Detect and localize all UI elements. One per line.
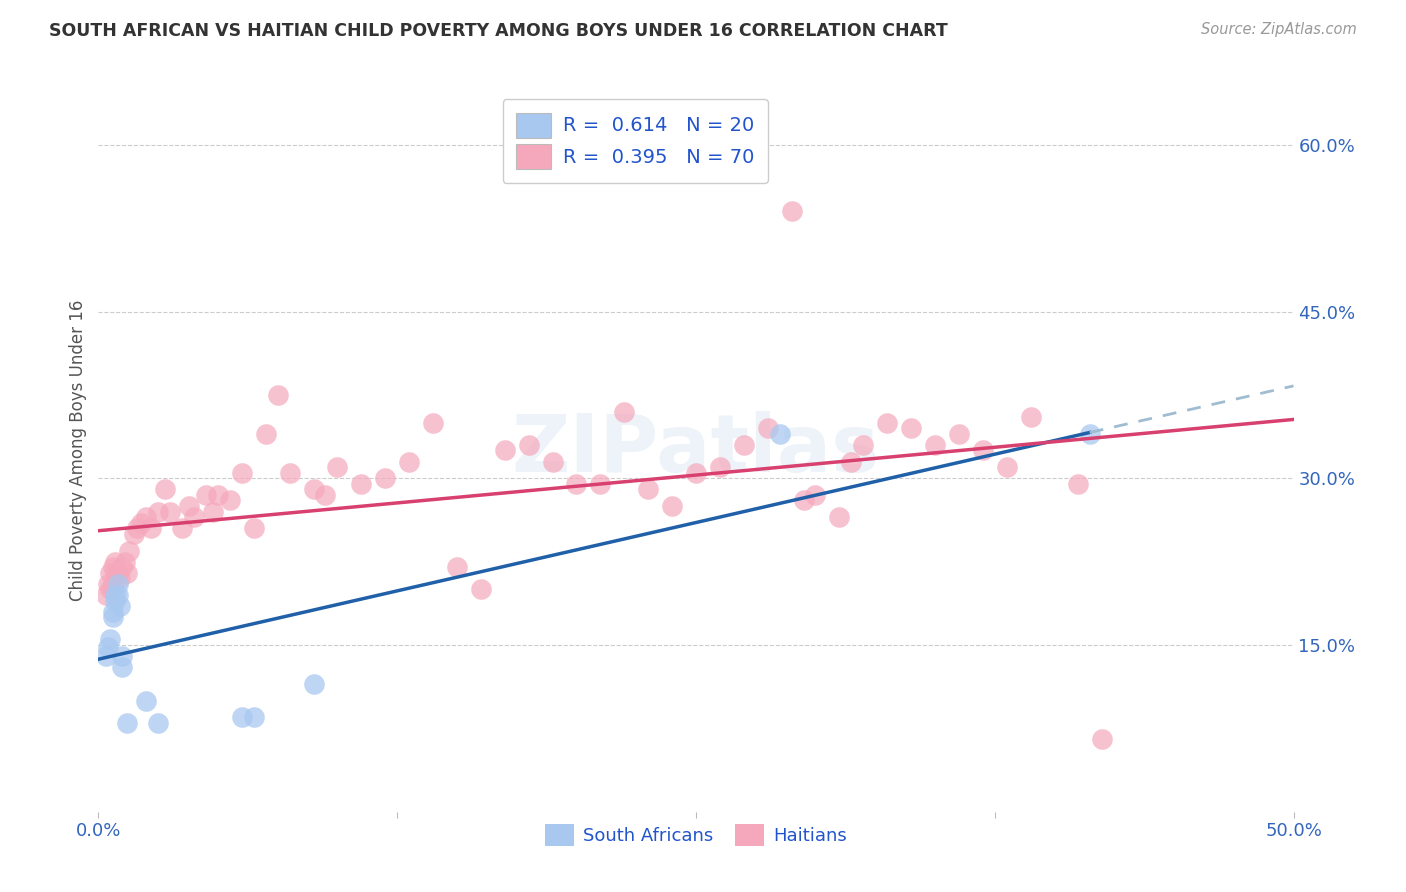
Point bbox=[104, 588, 127, 602]
Point bbox=[108, 599, 131, 613]
Point bbox=[398, 454, 420, 468]
Point bbox=[243, 521, 266, 535]
Point bbox=[661, 499, 683, 513]
Point bbox=[111, 660, 134, 674]
Point bbox=[98, 582, 122, 597]
Point bbox=[995, 460, 1018, 475]
Point bbox=[195, 488, 218, 502]
Point bbox=[104, 555, 127, 569]
Point bbox=[114, 555, 136, 569]
Point bbox=[94, 588, 117, 602]
Point bbox=[541, 454, 564, 468]
Point bbox=[115, 715, 138, 730]
Point bbox=[780, 204, 803, 219]
Point bbox=[131, 516, 153, 530]
Point bbox=[315, 488, 337, 502]
Point bbox=[159, 505, 181, 519]
Point bbox=[183, 510, 205, 524]
Legend: South Africans, Haitians: South Africans, Haitians bbox=[538, 817, 853, 854]
Point bbox=[139, 521, 162, 535]
Point bbox=[115, 566, 138, 580]
Point bbox=[135, 693, 157, 707]
Point bbox=[637, 483, 659, 497]
Point bbox=[97, 577, 120, 591]
Point bbox=[1080, 426, 1102, 441]
Point bbox=[94, 649, 117, 664]
Point bbox=[124, 526, 146, 541]
Point bbox=[243, 710, 266, 724]
Point bbox=[565, 476, 588, 491]
Point bbox=[470, 582, 492, 597]
Point bbox=[207, 488, 229, 502]
Point bbox=[97, 640, 120, 655]
Point bbox=[101, 610, 124, 624]
Point bbox=[804, 488, 827, 502]
Point bbox=[231, 710, 253, 724]
Point bbox=[155, 483, 177, 497]
Point bbox=[841, 454, 863, 468]
Point bbox=[733, 438, 755, 452]
Point bbox=[101, 577, 124, 591]
Point bbox=[98, 566, 122, 580]
Point bbox=[107, 566, 129, 580]
Point bbox=[1019, 410, 1042, 425]
Point bbox=[948, 426, 970, 441]
Point bbox=[494, 443, 516, 458]
Point bbox=[768, 426, 790, 441]
Point bbox=[125, 521, 148, 535]
Point bbox=[924, 438, 946, 452]
Text: SOUTH AFRICAN VS HAITIAN CHILD POVERTY AMONG BOYS UNDER 16 CORRELATION CHART: SOUTH AFRICAN VS HAITIAN CHILD POVERTY A… bbox=[49, 22, 948, 40]
Point bbox=[107, 588, 129, 602]
Point bbox=[98, 632, 122, 647]
Text: ZIPatlas: ZIPatlas bbox=[512, 411, 880, 490]
Point bbox=[101, 605, 124, 619]
Point bbox=[1091, 732, 1114, 747]
Point bbox=[104, 566, 127, 580]
Point bbox=[118, 543, 141, 558]
Point bbox=[111, 560, 134, 574]
Point bbox=[302, 677, 325, 691]
Point bbox=[900, 421, 922, 435]
Point bbox=[148, 715, 170, 730]
Point bbox=[422, 416, 444, 430]
Point bbox=[972, 443, 994, 458]
Point bbox=[108, 571, 131, 585]
Point bbox=[104, 593, 127, 607]
Point bbox=[517, 438, 540, 452]
Point bbox=[267, 388, 290, 402]
Point bbox=[828, 510, 851, 524]
Point bbox=[1067, 476, 1090, 491]
Point bbox=[278, 466, 301, 480]
Point bbox=[107, 577, 129, 591]
Point bbox=[685, 466, 707, 480]
Point bbox=[148, 505, 170, 519]
Point bbox=[709, 460, 731, 475]
Point bbox=[135, 510, 157, 524]
Point bbox=[302, 483, 325, 497]
Point bbox=[446, 560, 468, 574]
Point bbox=[326, 460, 349, 475]
Point bbox=[793, 493, 815, 508]
Text: Source: ZipAtlas.com: Source: ZipAtlas.com bbox=[1201, 22, 1357, 37]
Point bbox=[202, 505, 225, 519]
Point bbox=[852, 438, 875, 452]
Point bbox=[179, 499, 201, 513]
Point bbox=[172, 521, 194, 535]
Point bbox=[613, 404, 636, 418]
Point bbox=[374, 471, 396, 485]
Point bbox=[254, 426, 277, 441]
Point bbox=[589, 476, 612, 491]
Point bbox=[756, 421, 779, 435]
Point bbox=[101, 560, 124, 574]
Point bbox=[350, 476, 373, 491]
Point bbox=[876, 416, 898, 430]
Point bbox=[231, 466, 253, 480]
Y-axis label: Child Poverty Among Boys Under 16: Child Poverty Among Boys Under 16 bbox=[69, 300, 87, 601]
Point bbox=[219, 493, 242, 508]
Point bbox=[111, 649, 134, 664]
